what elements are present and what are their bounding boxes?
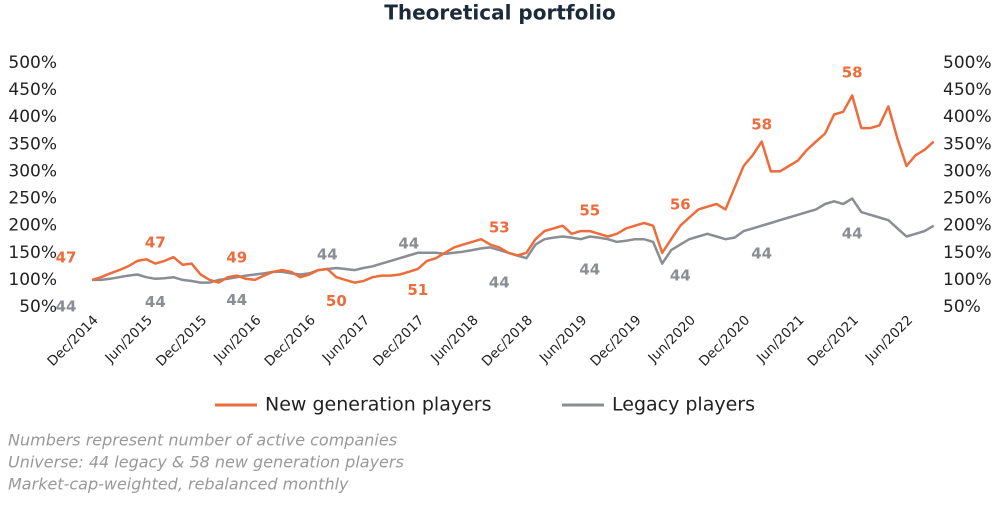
chart-title: Theoretical portfolio [384,1,616,25]
annotation: 44 [579,261,600,279]
y2-tick-label: 450% [943,80,992,100]
x-tick-label: Dec/2015 [153,312,210,369]
annotation: 55 [579,202,600,220]
x-tick-label: Jun/2022 [862,312,916,366]
annotation: 47 [145,234,166,252]
x-tick-label: Dec/2014 [44,312,101,369]
y-tick-label: 350% [8,134,57,154]
annotation: 44 [842,224,863,242]
footnote: Market-cap-weighted, rebalanced monthly [8,475,349,494]
x-tick-label: Jun/2015 [102,312,156,366]
annotation: 44 [398,235,419,253]
y2-tick-label: 200% [943,216,992,236]
annotation: 50 [326,292,347,310]
y-tick-label: 150% [8,243,57,263]
annotation: 47 [56,249,77,267]
y-tick-label: 200% [8,216,57,236]
annotation: 58 [842,63,863,81]
y-tick-label: 400% [8,107,57,127]
y-tick-label: 500% [8,53,57,73]
series-line [91,94,935,284]
annotation: 44 [670,267,691,285]
x-tick-label: Dec/2018 [479,312,536,369]
y2-tick-label: 400% [943,107,992,127]
x-tick-label: Jun/2021 [753,312,807,366]
annotation: 44 [317,245,338,263]
annotation: 44 [489,274,510,292]
x-tick-label: Jun/2017 [319,312,373,366]
y2-tick-label: 300% [943,161,992,181]
legend-label: New generation players [265,394,491,416]
annotation: 49 [226,249,247,267]
annotation: 44 [145,293,166,311]
footnote: Universe: 44 legacy & 58 new generation … [8,453,404,472]
y2-tick-label: 50% [943,297,981,317]
x-tick-label: Dec/2016 [262,312,319,369]
y-tick-label: 450% [8,80,57,100]
y-tick-label: 50% [19,297,57,317]
annotation: 51 [407,281,428,299]
x-tick-label: Dec/2019 [587,312,644,369]
annotation: 44 [751,244,772,262]
y2-tick-label: 250% [943,189,992,209]
y2-tick-label: 500% [943,53,992,73]
series-line [92,197,935,284]
y2-tick-label: 100% [943,270,992,290]
x-tick-label: Jun/2019 [536,312,590,366]
annotation: 44 [56,298,77,316]
x-tick-label: Dec/2020 [696,312,753,369]
x-tick-label: Jun/2016 [210,312,264,366]
legend-label: Legacy players [612,394,755,416]
annotation: 44 [226,291,247,309]
y2-tick-label: 350% [943,134,992,154]
footnote: Numbers represent number of active compa… [8,431,397,450]
x-tick-label: Jun/2020 [645,312,699,366]
annotation: 56 [670,196,691,214]
annotation: 53 [489,218,510,236]
annotation: 58 [751,115,772,133]
y-tick-label: 250% [8,189,57,209]
x-tick-label: Jun/2018 [427,312,481,366]
y-tick-label: 300% [8,161,57,181]
y-tick-label: 100% [8,270,57,290]
x-tick-label: Dec/2017 [370,312,427,369]
x-tick-label: Dec/2021 [805,312,862,369]
y2-tick-label: 150% [943,243,992,263]
